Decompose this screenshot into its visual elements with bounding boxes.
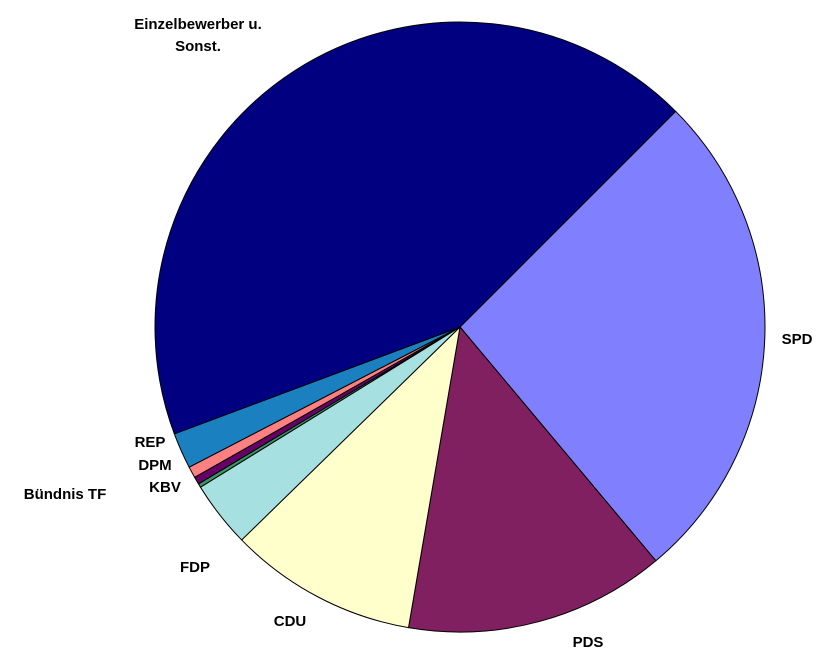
pie-slice — [154, 21, 677, 435]
slice-label: REP — [134, 434, 166, 451]
slice-label: CDU — [273, 613, 307, 630]
slice-label: Einzelbewerber u. Sonst. — [134, 16, 262, 55]
slice-label: PDS — [572, 634, 604, 651]
pie-slice — [407, 325, 657, 633]
slice-label: Bündnis TF — [23, 486, 107, 503]
slice-label: FDP — [180, 559, 210, 576]
slice-label: DPM — [138, 457, 172, 474]
pie-slice — [240, 325, 461, 629]
slice-label: SPD — [781, 331, 813, 348]
pie-slice — [459, 110, 766, 562]
slice-label: KBV — [149, 479, 181, 496]
